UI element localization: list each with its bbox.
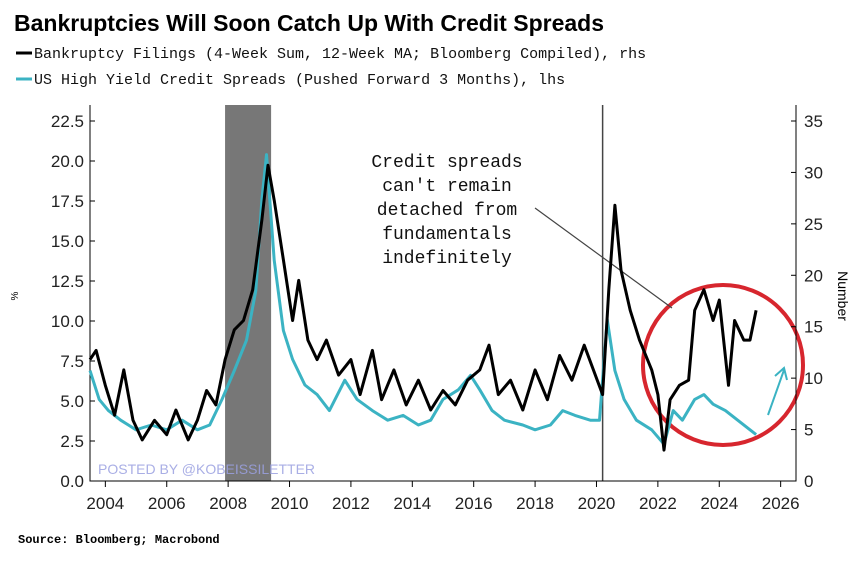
x-tick-label: 2018 (516, 494, 554, 513)
annotation-line: can't remain (382, 177, 512, 197)
y-tick-label: 0.0 (60, 472, 84, 491)
x-tick-label: 2004 (86, 494, 124, 513)
x-tick-label: 2024 (700, 494, 738, 513)
x-tick-label: 2016 (455, 494, 493, 513)
x-tick-label: 2014 (393, 494, 431, 513)
annotation-line: Credit spreads (371, 153, 522, 173)
y-tick-label: 12.5 (51, 272, 84, 291)
y-tick-label: 22.5 (51, 112, 84, 131)
x-tick-label: 2022 (639, 494, 677, 513)
watermark: POSTED BY @KOBEISSILETTER (98, 461, 315, 477)
y-axis-label: % (10, 291, 21, 300)
chart-title: Bankruptcies Will Soon Catch Up With Cre… (14, 10, 604, 36)
y-tick-label: 20.0 (51, 152, 84, 171)
x-tick-label: 2020 (578, 494, 616, 513)
series-line (88, 153, 758, 446)
x-tick-label: 2006 (148, 494, 186, 513)
highlight-circle (641, 283, 805, 447)
annotation-line: fundamentals (382, 225, 512, 245)
y-tick-label: 17.5 (51, 192, 84, 211)
y2-tick-label: 35 (804, 112, 823, 131)
series-line (88, 163, 758, 452)
y-tick-label: 15.0 (51, 232, 84, 251)
y-tick-label: 10.0 (51, 312, 84, 331)
y2-tick-label: 15 (804, 318, 823, 337)
y-tick-label: 7.5 (60, 352, 84, 371)
y2-tick-label: 30 (804, 163, 823, 182)
plot-frame (89, 105, 797, 482)
y-tick-label: 5.0 (60, 392, 84, 411)
y2-tick-label: 0 (804, 472, 813, 491)
legend-label: US High Yield Credit Spreads (Pushed For… (34, 72, 565, 89)
x-tick-label: 2012 (332, 494, 370, 513)
y2-axis-label: Number (835, 271, 851, 321)
legend-label: Bankruptcy Filings (4-Week Sum, 12-Week … (34, 46, 646, 63)
trend-arrow (767, 366, 788, 416)
y2-tick-label: 5 (804, 421, 813, 440)
y-tick-label: 2.5 (60, 432, 84, 451)
annotation-line: detached from (377, 201, 517, 221)
annotation-line: indefinitely (382, 249, 512, 269)
y2-tick-label: 25 (804, 215, 823, 234)
source: Source: Bloomberg; Macrobond (18, 533, 220, 547)
y2-tick-label: 20 (804, 266, 823, 285)
x-tick-label: 2008 (209, 494, 247, 513)
y2-tick-label: 10 (804, 369, 823, 388)
x-tick-label: 2026 (762, 494, 800, 513)
x-tick-label: 2010 (271, 494, 309, 513)
annotation-pointer (534, 207, 673, 309)
shaded-period (225, 105, 272, 481)
